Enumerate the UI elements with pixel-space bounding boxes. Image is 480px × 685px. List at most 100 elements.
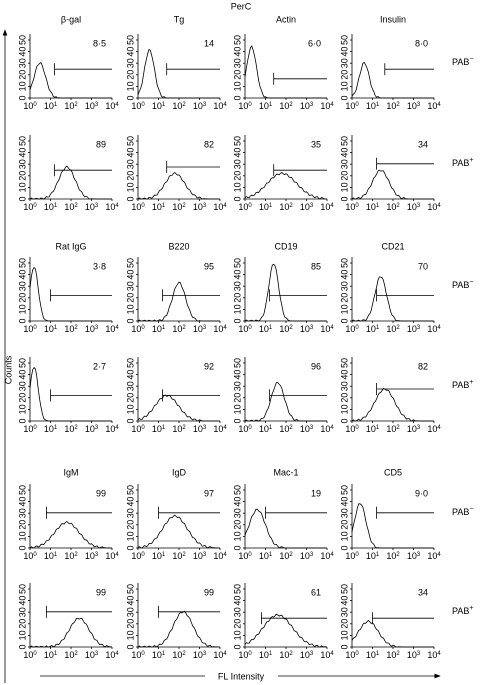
x-tick-base: 10 (238, 424, 248, 434)
x-tick-exp: 1 (376, 552, 380, 558)
y-tick-label: 0 (125, 196, 135, 201)
x-tick-exp: 3 (203, 203, 207, 209)
x-tick-base: 10 (105, 101, 115, 111)
x-tick-label: 102 (279, 424, 293, 434)
y-tick-label: 20 (125, 70, 135, 80)
x-tick-exp: 4 (437, 325, 441, 331)
y-tick-label: 20 (232, 619, 242, 629)
percent-positive: 8·0 (415, 38, 428, 48)
x-tick-exp: 2 (396, 325, 400, 331)
x-tick-exp: 4 (223, 651, 227, 657)
x-tick-base: 10 (85, 202, 95, 212)
x-tick-exp: 0 (248, 425, 252, 431)
x-tick-exp: 3 (95, 102, 99, 108)
x-tick-exp: 2 (74, 425, 78, 431)
x-tick-label: 101 (152, 202, 166, 212)
x-tick-exp: 4 (223, 552, 227, 558)
x-tick-label: 100 (238, 324, 252, 334)
x-tick-base: 10 (193, 101, 203, 111)
x-tick-base: 10 (44, 202, 54, 212)
percent-positive: 8·5 (93, 38, 106, 48)
y-tick-label: 20 (232, 393, 242, 403)
x-tick-exp: 0 (33, 325, 37, 331)
y-tick-label: 50 (232, 258, 242, 268)
y-tick-label: 40 (125, 270, 135, 280)
y-tick-label: 30 (339, 381, 349, 391)
x-tick-label: 104 (320, 202, 334, 212)
x-tick-label: 100 (131, 202, 145, 212)
percent-positive: 95 (204, 261, 214, 271)
y-tick-label: 0 (232, 644, 242, 649)
x-tick-base: 10 (279, 424, 289, 434)
y-tick-label: 50 (232, 485, 242, 495)
x-tick-label: 104 (427, 202, 441, 212)
x-tick-exp: 3 (203, 425, 207, 431)
y-tick-label: 0 (339, 545, 349, 550)
x-tick-exp: 0 (248, 651, 252, 657)
y-tick-label: 10 (17, 404, 27, 414)
x-tick-base: 10 (131, 424, 141, 434)
x-tick-exp: 1 (162, 552, 166, 558)
x-tick-base: 10 (44, 650, 54, 660)
x-tick-base: 10 (23, 551, 33, 561)
y-tick-label: 20 (17, 293, 27, 303)
x-tick-label: 103 (300, 424, 314, 434)
x-tick-exp: 2 (289, 651, 293, 657)
x-tick-base: 10 (279, 650, 289, 660)
x-tick-exp: 3 (310, 425, 314, 431)
y-tick-label: 30 (125, 159, 135, 169)
x-tick-label: 103 (85, 324, 99, 334)
column-title: Rat IgG (55, 241, 86, 251)
x-tick-base: 10 (213, 551, 223, 561)
x-tick-exp: 3 (310, 651, 314, 657)
x-tick-base: 10 (279, 101, 289, 111)
y-tick-label: 50 (17, 35, 27, 45)
x-tick-exp: 0 (355, 651, 359, 657)
x-tick-label: 102 (172, 424, 186, 434)
y-tick-label: 40 (17, 47, 27, 57)
y-tick-label: 0 (339, 95, 349, 100)
y-tick-label: 30 (17, 159, 27, 169)
x-tick-base: 10 (23, 424, 33, 434)
percent-positive: 35 (311, 139, 321, 149)
y-tick-label: 10 (232, 531, 242, 541)
y-tick-label: 40 (339, 596, 349, 606)
y-tick-label: 20 (339, 293, 349, 303)
x-tick-base: 10 (172, 551, 182, 561)
x-tick-label: 102 (386, 424, 400, 434)
x-tick-base: 10 (64, 424, 74, 434)
x-tick-label: 104 (427, 101, 441, 111)
x-tick-exp: 2 (74, 552, 78, 558)
y-tick-label: 50 (339, 358, 349, 368)
x-tick-exp: 0 (355, 552, 359, 558)
x-tick-label: 100 (345, 650, 359, 660)
x-tick-exp: 0 (355, 102, 359, 108)
x-tick-base: 10 (172, 424, 182, 434)
x-tick-base: 10 (345, 551, 355, 561)
histogram-curve (244, 508, 327, 549)
x-tick-base: 10 (64, 551, 74, 561)
x-tick-label: 101 (366, 324, 380, 334)
y-label: Counts (3, 355, 13, 384)
x-tick-exp: 2 (289, 552, 293, 558)
x-tick-label: 100 (23, 324, 37, 334)
y-tick-label: 50 (17, 258, 27, 268)
y-tick-label: 0 (339, 644, 349, 649)
percent-positive: 9·0 (415, 488, 428, 498)
x-tick-exp: 4 (115, 552, 119, 558)
histogram-curve (244, 613, 328, 648)
histogram-curve (351, 503, 434, 549)
x-tick-label: 103 (85, 650, 99, 660)
y-tick-label: 40 (17, 148, 27, 158)
x-tick-label: 100 (131, 324, 145, 334)
x-tick-base: 10 (213, 202, 223, 212)
x-tick-exp: 2 (74, 325, 78, 331)
x-tick-base: 10 (238, 202, 248, 212)
y-tick-label: 50 (17, 358, 27, 368)
x-tick-exp: 1 (54, 203, 58, 209)
column-title: Tg (174, 14, 185, 24)
y-tick-label: 30 (125, 607, 135, 617)
x-tick-exp: 4 (437, 425, 441, 431)
x-tick-label: 104 (213, 324, 227, 334)
x-tick-label: 102 (279, 101, 293, 111)
